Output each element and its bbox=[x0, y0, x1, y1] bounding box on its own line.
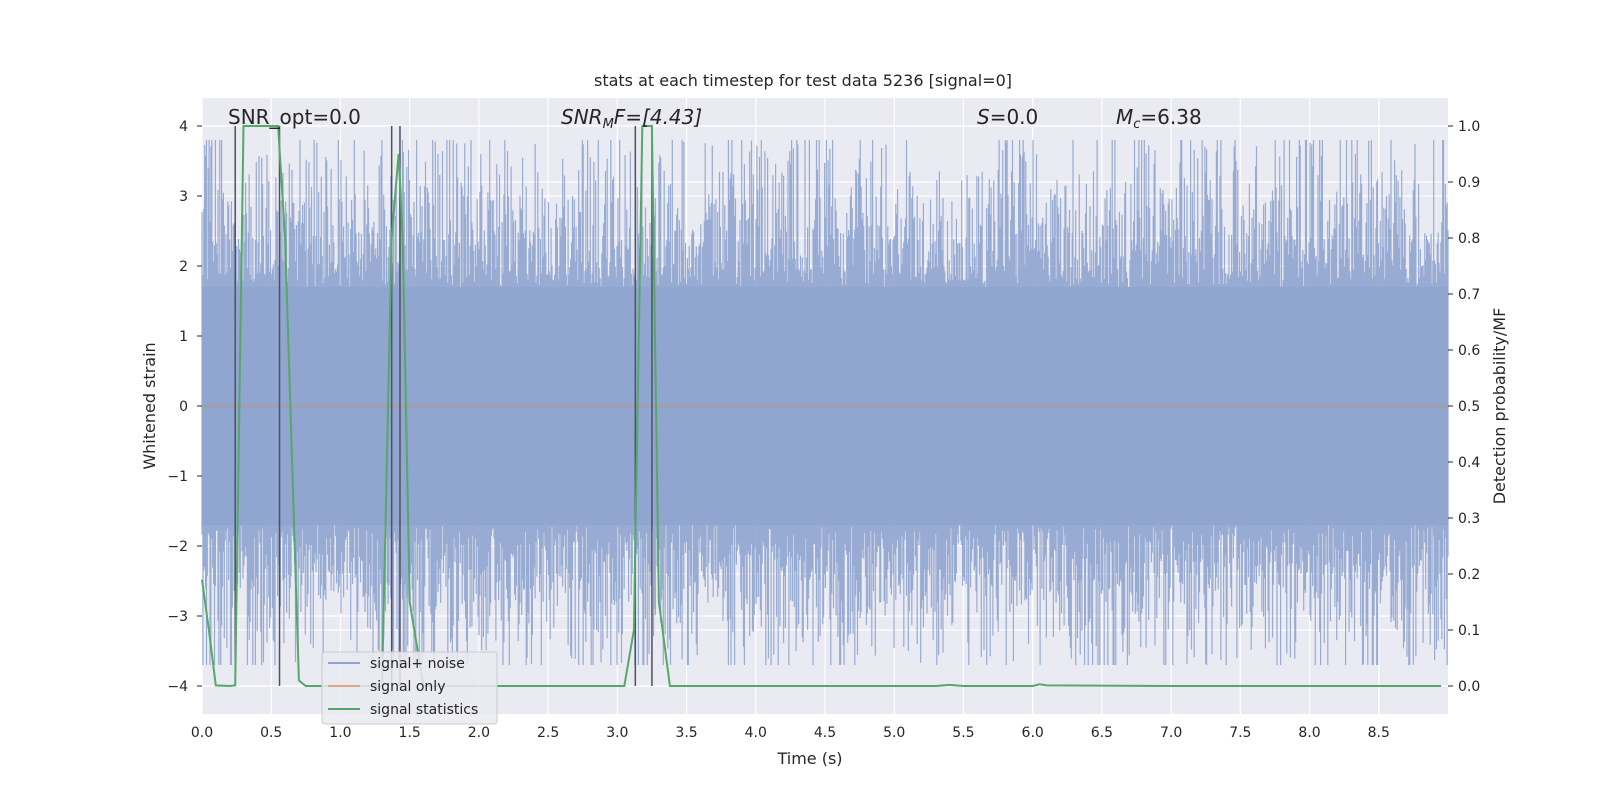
annotation-mc: Mc=6.38 bbox=[1116, 105, 1202, 132]
y-right-tick-label: 0.1 bbox=[1458, 623, 1480, 639]
x-tick-label: 8.0 bbox=[1298, 725, 1320, 741]
x-tick-label: 8.5 bbox=[1368, 725, 1390, 741]
x-tick-label: 4.5 bbox=[814, 725, 836, 741]
x-tick-label: 5.5 bbox=[952, 725, 974, 741]
x-tick-label: 6.0 bbox=[1022, 725, 1044, 741]
x-tick-label: 7.5 bbox=[1229, 725, 1251, 741]
y-right-tick-label: 1.0 bbox=[1458, 119, 1480, 135]
snr-mf-subscript: M bbox=[603, 117, 614, 132]
x-tick-label: 0.0 bbox=[191, 725, 213, 741]
x-tick-label: 7.0 bbox=[1160, 725, 1182, 741]
y-tick-label: −1 bbox=[167, 469, 188, 485]
x-tick-label: 3.5 bbox=[675, 725, 697, 741]
legend-label-signal-statistics: signal statistics bbox=[370, 702, 478, 718]
legend: signal+ noise signal only signal statist… bbox=[321, 651, 498, 725]
y-ticks-right: 1.0 0.9 0.8 0.7 0.6 0.5 0.4 0.3 0.2 0.1 0.0 bbox=[1448, 119, 1480, 695]
x-tick-label: 2.5 bbox=[537, 725, 559, 741]
x-axis-label: Time (s) bbox=[776, 749, 842, 768]
y-right-tick-label: 0.7 bbox=[1458, 287, 1480, 303]
annotation-snr-opt: SNR_opt=0.0 bbox=[228, 105, 361, 129]
y-tick-label: −3 bbox=[167, 609, 188, 625]
x-tick-label: 0.5 bbox=[260, 725, 282, 741]
mc-subscript: c bbox=[1133, 117, 1140, 132]
legend-label-signal-only: signal only bbox=[370, 679, 445, 695]
mc-value: =6.38 bbox=[1140, 105, 1201, 129]
y-right-tick-label: 0.5 bbox=[1458, 399, 1480, 415]
snr-mf-symbol: SNR bbox=[561, 105, 603, 129]
snr-mf-value: F=[4.43] bbox=[614, 105, 702, 129]
s-symbol: S bbox=[977, 105, 990, 129]
y-right-tick-label: 0.4 bbox=[1458, 455, 1480, 471]
legend-box bbox=[321, 651, 498, 725]
s-value: =0.0 bbox=[990, 105, 1039, 129]
x-tick-label: 5.0 bbox=[883, 725, 905, 741]
x-tick-label: 1.0 bbox=[329, 725, 351, 741]
y-tick-label: −2 bbox=[167, 539, 188, 555]
y-tick-label: 3 bbox=[179, 189, 188, 205]
x-tick-label: 1.5 bbox=[399, 725, 421, 741]
y-right-tick-label: 0.0 bbox=[1458, 679, 1480, 695]
y-axis-label-left: Whitened strain bbox=[140, 342, 159, 469]
chart-title: stats at each timestep for test data 523… bbox=[594, 71, 1012, 90]
x-ticks: 0.0 0.5 1.0 1.5 2.0 2.5 3.0 3.5 4.0 4.5 5.0 5.5 6.0 6… bbox=[191, 725, 1390, 741]
y-right-tick-label: 0.9 bbox=[1458, 175, 1480, 191]
mc-symbol: M bbox=[1116, 105, 1133, 129]
y-tick-label: −4 bbox=[167, 679, 188, 695]
x-tick-label: 4.0 bbox=[745, 725, 767, 741]
y-ticks-left: 4 3 2 1 0 −1 −2 −3 −4 bbox=[167, 119, 202, 695]
annotation-snr-mf: SNRMF=[4.43] bbox=[561, 105, 702, 132]
y-right-tick-label: 0.6 bbox=[1458, 343, 1480, 359]
annotation-s: S=0.0 bbox=[977, 105, 1038, 129]
y-right-tick-label: 0.8 bbox=[1458, 231, 1480, 247]
legend-label-signal-plus-noise: signal+ noise bbox=[370, 656, 465, 672]
x-tick-label: 3.0 bbox=[606, 725, 628, 741]
x-tick-label: 2.0 bbox=[468, 725, 490, 741]
y-tick-label: 1 bbox=[179, 329, 188, 345]
y-axis-label-right: Detection probability/MF bbox=[1490, 308, 1509, 505]
detection-markers bbox=[234, 126, 653, 686]
y-tick-label: 0 bbox=[179, 399, 188, 415]
y-right-tick-label: 0.3 bbox=[1458, 511, 1480, 527]
x-tick-label: 6.5 bbox=[1091, 725, 1113, 741]
y-right-tick-label: 0.2 bbox=[1458, 567, 1480, 583]
y-tick-label: 2 bbox=[179, 259, 188, 275]
y-tick-label: 4 bbox=[179, 119, 188, 135]
